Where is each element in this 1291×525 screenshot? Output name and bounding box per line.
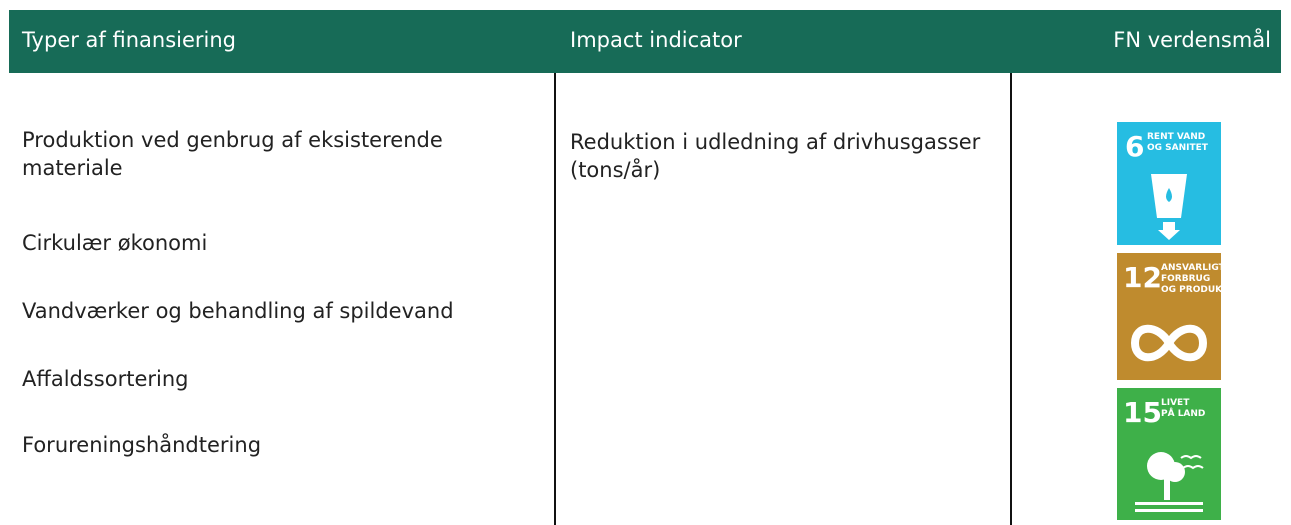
sdg-icon: 6 RENT VAND OG SANITET: [1117, 122, 1221, 245]
financing-type: Forureningshåndtering: [22, 433, 262, 457]
column-divider: [1010, 73, 1012, 525]
sdg-number: 12: [1123, 261, 1162, 294]
pictogram: [1180, 455, 1204, 470]
financing-type: Vandværker og behandling af spildevand: [22, 299, 454, 323]
sdg-number: 15: [1123, 396, 1162, 429]
pictogram: [1135, 502, 1203, 505]
impact-indicator: Reduktion i udledning af drivhusgasser (…: [570, 130, 981, 182]
sdg-icon: 15 LIVET PÅ LAND: [1117, 388, 1221, 520]
pictogram: [1130, 324, 1208, 362]
pictogram: [1164, 478, 1170, 500]
sdg-bg: [1117, 253, 1221, 380]
pictogram: [1165, 462, 1185, 482]
financing-type: Affaldssortering: [22, 367, 189, 391]
sdg-label: ANSVARLIGT: [1161, 263, 1221, 273]
sdg-label: OG PRODUKTION: [1161, 285, 1221, 295]
sdg-icon: 12 ANSVARLIGT FORBRUG OG PRODUKTION: [1117, 253, 1221, 380]
sdg-label: FORBRUG: [1161, 274, 1210, 284]
column-divider: [554, 73, 556, 525]
pictogram: [1135, 509, 1203, 512]
header-cell: Impact indicator: [570, 28, 742, 52]
financing-type: Produktion ved genbrug af eksisterende m…: [22, 128, 443, 180]
header-cell: Typer af finansiering: [22, 28, 236, 52]
sdg-label: RENT VAND: [1147, 132, 1205, 142]
header-cell: FN verdensmål: [1113, 28, 1271, 52]
sdg-number: 6: [1125, 130, 1144, 163]
sdg-label: OG SANITET: [1147, 143, 1209, 153]
header-bar: Typer af finansiering Impact indicator F…: [9, 10, 1281, 73]
pictogram: [1166, 188, 1172, 202]
sdg-label: PÅ LAND: [1161, 408, 1205, 419]
financing-type: Cirkulær økonomi: [22, 231, 208, 255]
sdg-label: LIVET: [1161, 398, 1190, 408]
pictogram: [1158, 222, 1180, 240]
